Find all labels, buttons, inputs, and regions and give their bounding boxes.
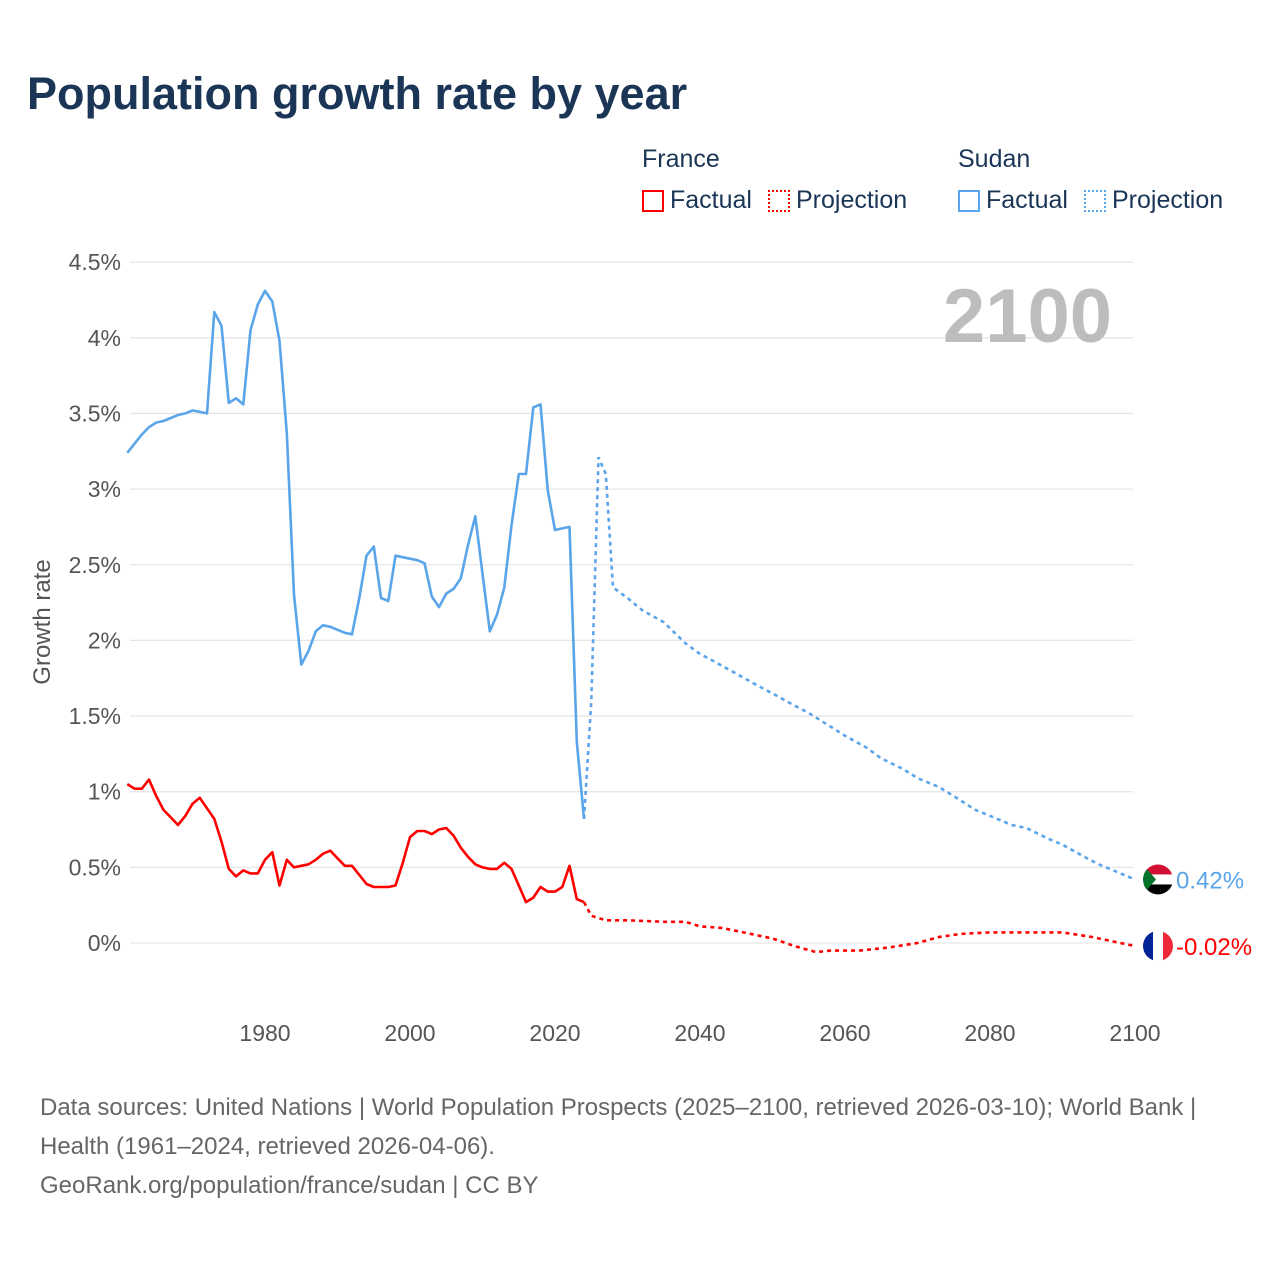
chart-title: Population growth rate by year: [27, 68, 688, 119]
current-year-label: 2100: [943, 274, 1112, 359]
x-tick-label: 2080: [964, 1020, 1015, 1046]
legend-label: Projection: [1111, 186, 1224, 214]
y-tick-label: 2.5%: [69, 552, 121, 578]
legend-swatch-dotted: [1083, 189, 1106, 212]
flag-triangle: [1143, 864, 1156, 895]
flag-stripe: [1153, 931, 1163, 962]
y-tick-label: 1%: [88, 779, 121, 805]
legend-sudan-factual[interactable]: Factual: [958, 186, 1068, 215]
y-tick-label: 4.5%: [69, 249, 121, 275]
x-tick-label: 2060: [819, 1020, 870, 1046]
legend-france-factual[interactable]: Factual: [642, 186, 752, 215]
y-tick-label: 3.5%: [69, 400, 121, 426]
flag-stripe: [1163, 931, 1173, 962]
legend-label: Projection: [795, 186, 908, 214]
data-sources: Data sources: United Nations | World Pop…: [40, 1094, 1197, 1160]
legend-swatch-solid: [958, 189, 980, 212]
legend-swatch-dotted: [767, 189, 790, 212]
flag-stripe: [1143, 864, 1173, 875]
france-flag-icon: [1143, 931, 1173, 962]
sudan-projection-line: [582, 456, 1136, 881]
sudan-factual-line: [126, 289, 586, 820]
y-tick-label: 2%: [88, 627, 121, 653]
legend-label: Factual: [986, 186, 1068, 214]
flag-stripe: [1143, 874, 1173, 885]
y-tick-label: 3%: [88, 476, 121, 502]
y-tick-label: 0%: [88, 930, 121, 956]
flag-body: [1143, 931, 1173, 962]
france-factual-line: [126, 778, 585, 904]
sudan-flag-icon: [1143, 864, 1173, 895]
y-tick-label: 4%: [88, 325, 121, 351]
x-tick-label: 2100: [1109, 1020, 1160, 1046]
sudan-end-value-label: 0.42%: [1176, 867, 1244, 894]
y-axis-label: Growth rate: [29, 559, 56, 684]
legend-swatch-solid: [642, 189, 664, 212]
flag-stripe: [1143, 884, 1173, 895]
legend-france: France Factual Projection: [642, 145, 923, 215]
flag-stripe: [1143, 931, 1153, 962]
legend-label: Factual: [670, 186, 752, 214]
x-tick-label: 1980: [239, 1020, 290, 1046]
legend-france-projection[interactable]: Projection: [767, 186, 908, 215]
y-tick-label: 1.5%: [69, 703, 121, 729]
france-projection-line: [582, 901, 1136, 954]
x-tick-label: 2020: [529, 1020, 580, 1046]
france-end-value-label: -0.02%: [1176, 934, 1252, 961]
x-tick-label: 2000: [384, 1020, 435, 1046]
footer: Data sources: United Nations | World Pop…: [40, 1088, 1240, 1205]
source-link[interactable]: GeoRank.org/population/france/sudan | CC…: [40, 1172, 539, 1199]
x-tick-label: 2040: [674, 1020, 725, 1046]
legend-sudan: Sudan Factual Projection: [958, 145, 1239, 215]
y-tick-label: 0.5%: [69, 854, 121, 880]
legend-sudan-projection[interactable]: Projection: [1083, 186, 1224, 215]
legend-group-title: France: [642, 145, 720, 173]
flag-body: [1143, 864, 1173, 895]
legend-group-title: Sudan: [958, 145, 1031, 173]
